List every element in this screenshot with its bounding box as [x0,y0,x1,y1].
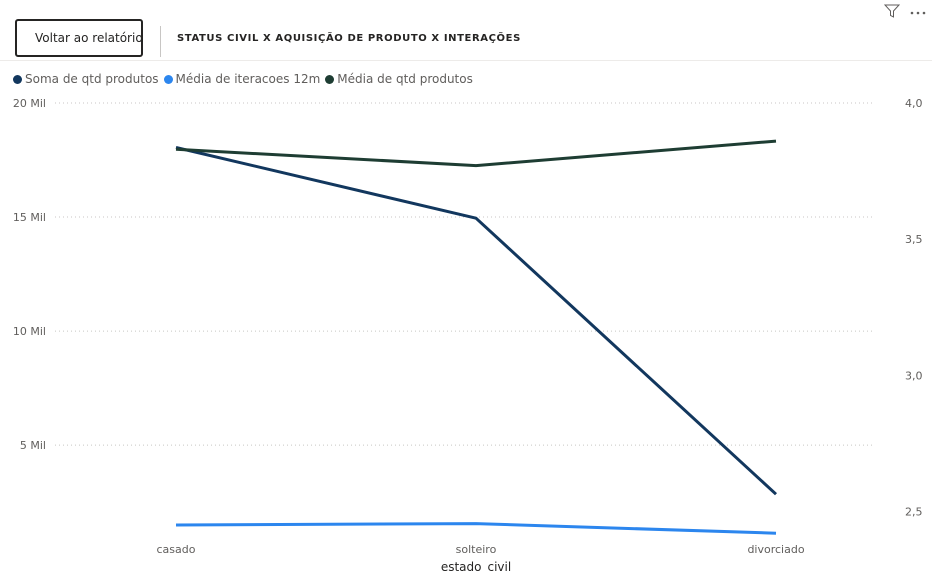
legend-label: Média de qtd produtos [337,72,473,86]
header-separator [0,60,932,61]
chart-legend: Soma de qtd produtos Média de iteracoes … [13,72,478,86]
more-options-icon[interactable] [910,6,926,20]
header-divider [160,26,161,57]
legend-label: Média de iteracoes 12m [175,72,321,86]
y-right-tick-label: 3,0 [905,369,923,382]
series-line [175,139,777,168]
legend-label: Soma de qtd produtos [25,72,159,86]
visual-header: Voltar ao relatório STATUS CIVIL X AQUIS… [0,0,932,68]
x-tick-label: solteiro [456,543,497,556]
back-button-label: Voltar ao relatório [35,31,143,45]
filter-icon[interactable] [883,4,901,22]
y-right-tick-label: 3,5 [905,233,923,246]
legend-marker [325,74,335,84]
y-left-tick-label: 20 Mil [13,97,46,110]
back-to-report-button[interactable]: Voltar ao relatório [15,19,143,57]
x-tick-label: casado [157,543,196,556]
legend-marker [163,74,173,84]
y-left-tick-label: 10 Mil [13,325,46,338]
y-right-tick-label: 4,0 [905,97,923,110]
y-right-tick-label: 2,5 [905,505,923,518]
x-axis-title: estado_civil [441,560,511,571]
x-tick-label: divorciado [747,543,804,556]
legend-item-media-qtd-produtos[interactable]: Média de qtd produtos [325,72,473,86]
series-line [175,146,778,496]
y-left-tick-label: 15 Mil [13,211,46,224]
legend-marker [13,74,22,84]
chart-title: STATUS CIVIL X AQUISIÇÃO DE PRODUTO X IN… [177,33,521,44]
legend-item-soma-qtd-produtos[interactable]: Soma de qtd produtos [13,72,159,86]
y-left-tick-label: 5 Mil [20,439,46,452]
series-line [175,522,777,535]
legend-item-media-iteracoes[interactable]: Média de iteracoes 12m [163,72,321,86]
